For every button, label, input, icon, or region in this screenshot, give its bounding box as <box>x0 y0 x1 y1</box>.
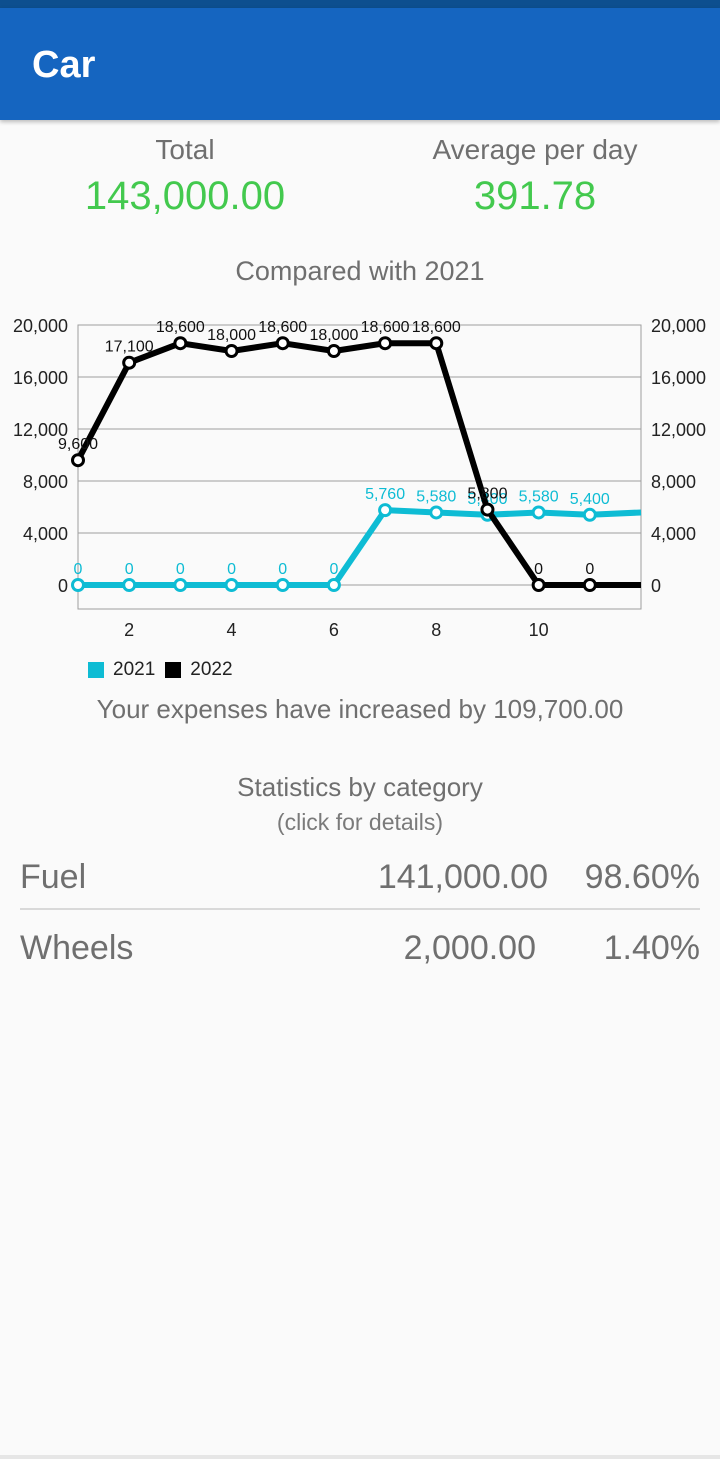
data-label-2021: 5,400 <box>467 491 507 508</box>
legend-item-2022: 2022 <box>165 659 233 681</box>
y-tick-label-left: 16,000 <box>13 368 68 388</box>
data-point-2021 <box>531 505 546 520</box>
data-label-2022: 0 <box>534 561 543 578</box>
y-tick-label-left: 12,000 <box>13 420 68 440</box>
data-label-2021: 0 <box>176 561 185 578</box>
data-label-2022: 18,600 <box>156 319 205 336</box>
data-point-2022 <box>275 336 290 351</box>
data-label-2022: 5,800 <box>467 486 507 503</box>
data-label-2021: 5,760 <box>365 486 405 503</box>
data-point-2022 <box>480 502 495 517</box>
y-tick-label-right: 12,000 <box>651 420 706 440</box>
data-label-2022: 18,600 <box>412 319 461 336</box>
y-tick-label-right: 20,000 <box>651 316 706 336</box>
data-point-2021 <box>326 578 341 592</box>
data-label-2021: 5,400 <box>570 491 610 508</box>
data-label-2022: 18,600 <box>361 319 410 336</box>
data-point-2022 <box>71 453 85 468</box>
category-percent: 1.40% <box>603 929 700 967</box>
legend-label-2021: 2021 <box>113 659 156 680</box>
legend-swatch-2022 <box>165 662 182 678</box>
category-percent: 98.60% <box>584 858 700 896</box>
data-label-2021: 5,580 <box>519 488 559 505</box>
y-tick-label-right: 0 <box>651 576 661 596</box>
data-label-2022: 17,100 <box>105 339 154 356</box>
nav-bar-edge <box>0 1455 720 1459</box>
category-row-fuel[interactable]: Fuel 141,000.00 98.60% <box>20 842 700 912</box>
data-label-2021: 0 <box>278 561 287 578</box>
data-point-2021 <box>582 507 597 522</box>
data-label-2022: 9,600 <box>58 436 98 453</box>
category-name: Wheels <box>20 929 134 967</box>
total-label: Total <box>155 134 215 165</box>
average-stat: Average per day 391.78 <box>355 132 715 219</box>
data-label-2021: 0 <box>227 561 236 578</box>
legend-swatch-2021 <box>88 662 104 678</box>
category-section-subtitle: (click for details) <box>276 809 444 835</box>
data-point-2021 <box>429 505 444 520</box>
category-amount: 141,000.00 <box>377 858 548 896</box>
data-point-2022 <box>429 336 444 351</box>
summary-text: Your expenses have increased by 109,700.… <box>96 694 624 724</box>
x-tick-label: 8 <box>431 620 441 640</box>
data-label-2021: 0 <box>74 561 83 578</box>
data-point-2021 <box>71 578 85 592</box>
category-amount: 2,000.00 <box>403 929 536 967</box>
data-point-2022 <box>582 578 597 592</box>
app-title: Car <box>32 44 96 86</box>
y-tick-label-right: 4,000 <box>651 524 696 544</box>
data-point-2021 <box>173 578 188 592</box>
x-tick-label: 2 <box>124 620 134 640</box>
data-point-2022 <box>122 355 137 370</box>
legend-label-2022: 2022 <box>190 659 233 680</box>
data-point-2022 <box>378 336 393 351</box>
data-label-2022: 0 <box>585 561 594 578</box>
data-label-2021: 0 <box>329 561 338 578</box>
data-point-2021 <box>378 503 393 518</box>
data-point-2022 <box>173 336 188 351</box>
x-tick-label: 4 <box>227 620 237 640</box>
category-row-wheels[interactable]: Wheels 2,000.00 1.40% <box>20 913 700 983</box>
legend-item-2021: 2021 <box>88 659 155 681</box>
data-point-2021 <box>224 578 239 592</box>
data-point-2021 <box>122 578 137 592</box>
y-tick-label-left: 0 <box>58 576 68 596</box>
plot-frame <box>77 324 642 610</box>
category-section-title: Statistics by category <box>237 772 483 802</box>
data-label-2022: 18,000 <box>309 327 358 344</box>
compare-title: Compared with 2021 <box>235 256 485 286</box>
total-stat: Total 143,000.00 <box>5 132 365 219</box>
chart-legend: 2021 2022 <box>88 659 243 681</box>
category-divider <box>20 908 700 910</box>
series-line-2022 <box>75 340 641 588</box>
app-bar: Car <box>0 8 720 120</box>
average-value: 391.78 <box>473 174 597 218</box>
total-value: 143,000.00 <box>84 174 286 218</box>
data-point-2021 <box>275 578 290 592</box>
y-tick-label-right: 16,000 <box>651 368 706 388</box>
data-label-2022: 18,600 <box>258 319 307 336</box>
x-tick-label: 10 <box>529 620 549 640</box>
status-bar <box>0 0 720 8</box>
data-point-2022 <box>531 578 546 592</box>
series-line-2021 <box>78 507 642 588</box>
category-name: Fuel <box>20 858 87 896</box>
y-tick-label-left: 8,000 <box>23 472 68 492</box>
average-label: Average per day <box>432 134 638 165</box>
y-tick-label-left: 4,000 <box>23 524 68 544</box>
data-label-2022: 18,000 <box>207 327 256 344</box>
data-label-2021: 0 <box>125 561 134 578</box>
y-tick-label-left: 20,000 <box>13 316 68 336</box>
x-tick-label: 6 <box>329 620 339 640</box>
data-point-2022 <box>224 344 239 358</box>
y-tick-label-right: 8,000 <box>651 472 696 492</box>
data-point-2022 <box>326 344 341 358</box>
data-label-2021: 5,580 <box>416 488 456 505</box>
